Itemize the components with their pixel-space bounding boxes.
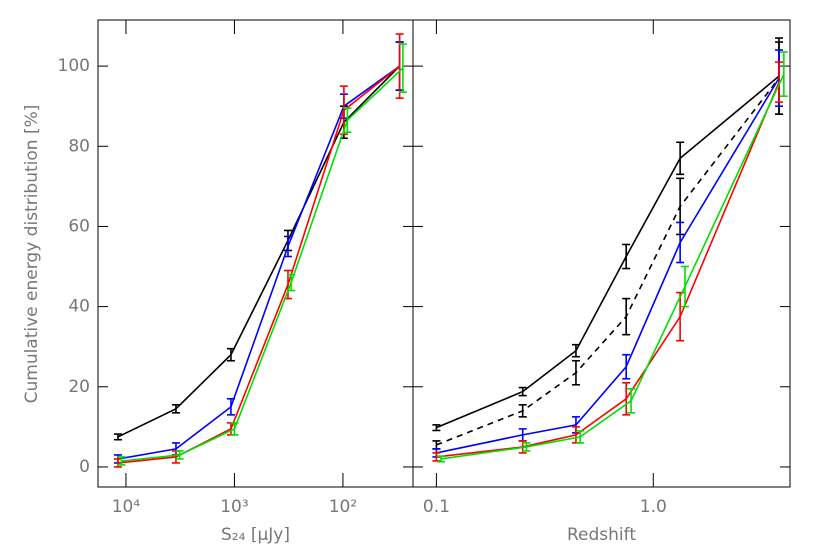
y-tick-label: 40 (68, 297, 90, 317)
series-line (436, 77, 780, 446)
error-bar (226, 347, 235, 362)
x-axis-label: S₂₄ [μJy] (221, 525, 290, 545)
series-line (117, 65, 401, 460)
error-bar (676, 141, 685, 176)
series-line (117, 65, 401, 464)
error-bar (571, 359, 580, 386)
error-bar (518, 404, 527, 418)
x-tick-label: 0.1 (423, 497, 450, 517)
error-bar (622, 353, 631, 380)
error-bar (432, 424, 441, 432)
series-line (436, 77, 780, 454)
y-tick-label: 0 (79, 457, 90, 477)
error-bar (522, 442, 531, 452)
x-tick-label: 10³ (220, 497, 248, 517)
error-bar (571, 343, 580, 358)
y-tick-label: 20 (68, 377, 90, 397)
error-bar (398, 43, 407, 93)
y-axis-label: Cumulative energy distribution [%] (22, 105, 42, 404)
error-bar (622, 381, 631, 416)
error-bar (622, 243, 631, 270)
series-line (436, 75, 780, 429)
error-bar (676, 291, 685, 342)
error-bar (622, 297, 631, 336)
error-bar (113, 433, 122, 441)
plot-frame (412, 19, 791, 488)
error-bar (283, 235, 292, 258)
error-bar (175, 450, 184, 460)
x-tick-label: 10² (329, 497, 357, 517)
series-line (117, 65, 401, 438)
x-axis-label: Redshift (567, 525, 636, 545)
error-bar (287, 273, 296, 292)
error-bar (226, 398, 235, 416)
error-bar (627, 387, 636, 414)
error-bar (230, 422, 239, 436)
error-bar (680, 265, 689, 308)
y-tick-label: 100 (58, 56, 90, 76)
series-line (440, 73, 785, 460)
error-bar (117, 456, 126, 466)
y-tick-label: 80 (68, 136, 90, 156)
error-bar (432, 440, 441, 450)
x-tick-label: 10⁴ (112, 497, 141, 517)
error-bar (676, 221, 685, 264)
error-bar (779, 51, 788, 97)
error-bar (171, 404, 180, 414)
x-tick-label: 1.0 (640, 497, 667, 517)
series-line (121, 67, 404, 462)
error-bar (436, 455, 445, 463)
error-bar (576, 430, 585, 444)
series-line (436, 81, 780, 458)
error-bar (775, 61, 784, 103)
error-bar (343, 107, 352, 134)
error-bar (518, 386, 527, 397)
y-tick-label: 60 (68, 216, 90, 236)
error-bar (339, 85, 348, 136)
error-bar (432, 452, 441, 462)
